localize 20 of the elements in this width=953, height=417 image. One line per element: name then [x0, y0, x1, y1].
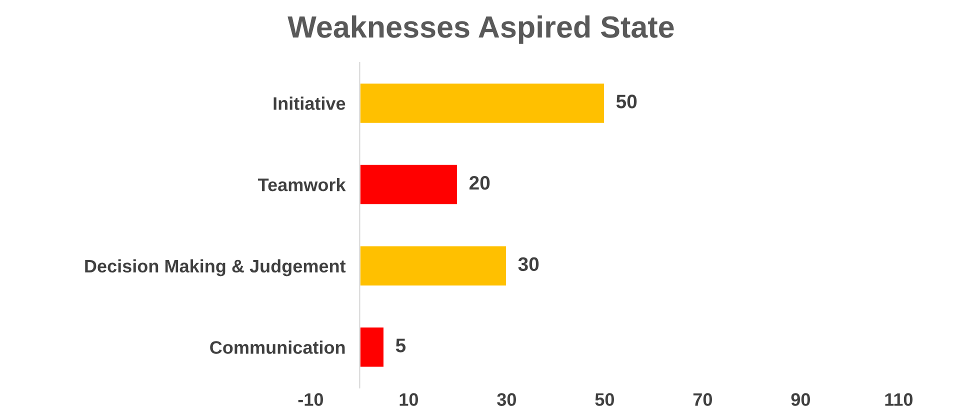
y-tick-label: Communication: [210, 340, 345, 354]
bar: [358, 164, 458, 206]
data-label: 50: [616, 94, 637, 108]
y-tick-label: Initiative: [274, 96, 346, 110]
bar: [358, 244, 508, 287]
x-tick-label: 50: [595, 393, 614, 406]
x-tick-label: 30: [497, 393, 516, 406]
data-label: 5: [396, 338, 406, 352]
bar: [358, 82, 606, 124]
chart-title: Weaknesses Aspired State: [288, 15, 674, 44]
x-tick-label: 10: [400, 393, 418, 406]
bar: [358, 326, 385, 368]
data-label: 20: [469, 176, 490, 190]
data-label: 30: [518, 257, 539, 272]
x-tick-label: 110: [885, 393, 913, 406]
y-tick-label: Decision Making & Judgement: [85, 259, 346, 276]
x-tick-label: 90: [791, 393, 810, 406]
x-tick-label: 70: [693, 393, 712, 406]
y-tick-label: Teamwork: [258, 178, 346, 192]
x-tick-label: -10: [298, 393, 323, 406]
